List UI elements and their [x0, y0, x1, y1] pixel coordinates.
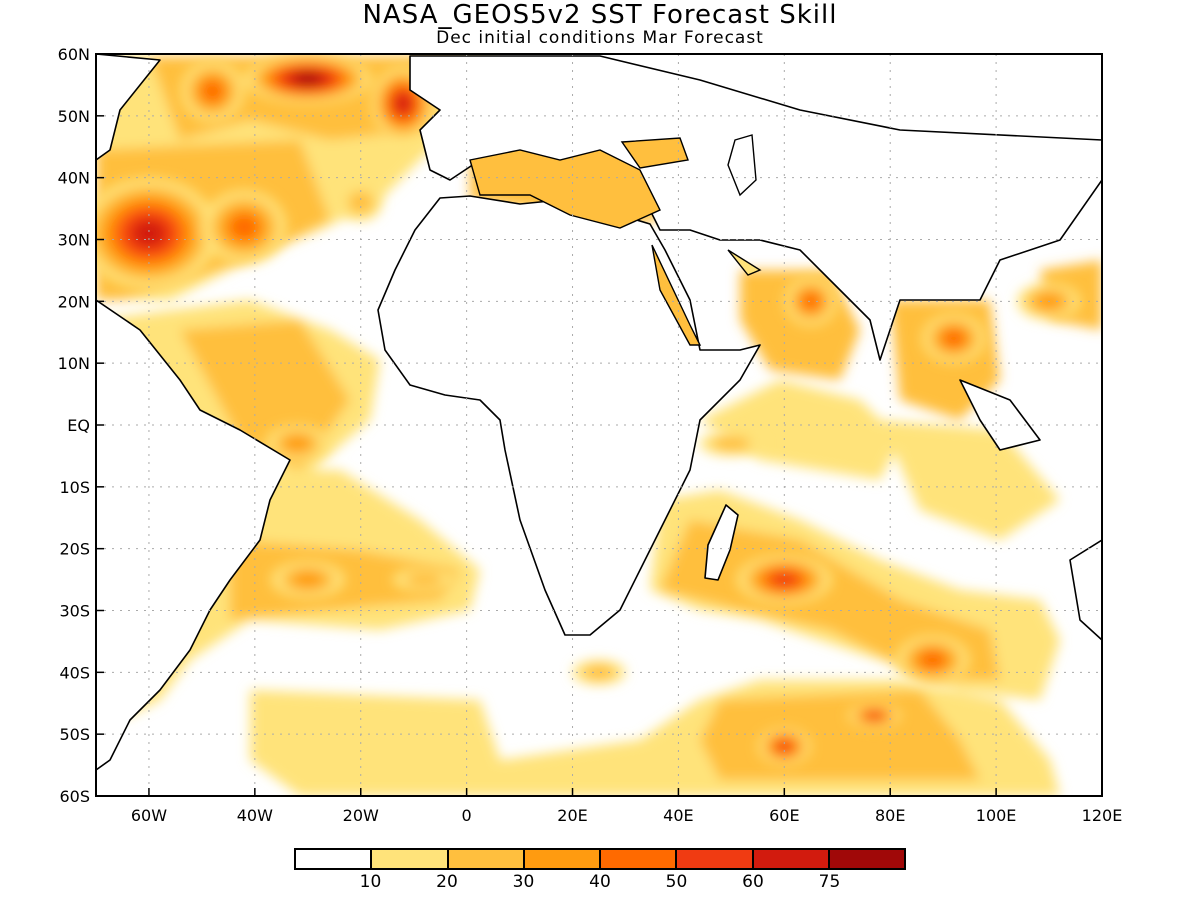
lat-tick-label: EQ: [67, 416, 90, 435]
skill-contour-5-3: [283, 435, 311, 452]
skill-contour-7-2: [405, 572, 444, 588]
europe-coastline: [409, 55, 1102, 361]
lon-tick-label: 80E: [875, 806, 905, 825]
skill-contour-14-4: [920, 651, 945, 669]
inland-seas: [469, 134, 762, 346]
skill-contour-0-6: [133, 220, 165, 247]
colorbar-swatch-2: [448, 850, 525, 868]
lon-tick-label: 40W: [237, 806, 273, 825]
colorbar-swatch-1: [372, 850, 449, 868]
madagascar-coastline: [704, 504, 739, 581]
lat-tick-label: 10S: [59, 478, 90, 497]
north-america-coastline: [96, 54, 161, 161]
south-america-coastline: [96, 299, 291, 771]
mediterranean-sea: [469, 149, 661, 229]
skill-contour-16-5: [867, 712, 882, 719]
map-title: NASA_GEOS5v2 SST Forecast Skill: [362, 0, 838, 30]
australia-coastline: [1069, 539, 1102, 641]
axis-labels: 60W 40W 20W 0 20E 40E 60E 80E 100E 120E 60N 50N 40N 3…: [58, 45, 1123, 825]
caspian-sea: [727, 134, 757, 197]
colorbar-label: 20: [436, 872, 458, 892]
lat-tick-label: 60S: [59, 787, 90, 806]
skill-field: [96, 54, 1102, 796]
skill-contour-19-2: [583, 664, 615, 680]
skill-contour-11-4: [801, 293, 820, 310]
lat-tick-label: 60N: [58, 45, 90, 64]
lon-tick-label: 0: [462, 806, 472, 825]
lon-tick-label: 20E: [557, 806, 587, 825]
lon-tick-label: 20W: [343, 806, 379, 825]
lon-tick-label: 120E: [1082, 806, 1123, 825]
africa-coastline: [377, 195, 761, 636]
lon-tick-label: 60W: [131, 806, 167, 825]
skill-contour-15-5: [777, 741, 792, 752]
skill-contour-13-5: [771, 572, 798, 587]
skill-contour-1-4: [230, 214, 259, 240]
lon-tick-label: 40E: [663, 806, 693, 825]
colorbar-label: 10: [359, 872, 382, 892]
lat-tick-label: 30S: [59, 602, 90, 621]
lat-tick-label: 50N: [58, 107, 90, 126]
skill-contour-3-7: [295, 73, 321, 84]
skill-contour-17-2: [712, 436, 751, 451]
black-sea: [620, 137, 689, 169]
colorbar-swatch-6: [753, 850, 830, 868]
skill-contour-2-4: [201, 80, 224, 102]
southeast-asia-coastline: [959, 379, 1041, 451]
colorbar-label: 75: [818, 872, 841, 892]
lat-tick-label: 20N: [58, 292, 90, 311]
skill-contour-12-4: [943, 330, 965, 347]
lat-tick-label: 40S: [59, 663, 90, 682]
skill-contour-4-6: [395, 94, 411, 113]
skill-contour-18-2: [348, 191, 374, 214]
lon-tick-label: 100E: [976, 806, 1017, 825]
lat-tick-label: 40N: [58, 169, 90, 188]
colorbar-swatch-3: [524, 850, 601, 868]
colorbar-label: 60: [742, 872, 764, 892]
colorbar-label: 30: [512, 872, 535, 892]
lat-tick-label: 10N: [58, 354, 90, 373]
lat-tick-label: 20S: [59, 540, 90, 559]
map-subtitle: Dec initial conditions Mar Forecast: [436, 28, 764, 48]
colorbar-swatch-0: [296, 850, 373, 868]
skill-contour-6-3: [291, 571, 324, 588]
skill-blobs: [96, 54, 1081, 766]
colorbar-swatch-4: [601, 850, 678, 868]
red-sea: [651, 244, 702, 346]
lat-tick-label: 30N: [58, 231, 90, 250]
colorbar: [294, 848, 906, 870]
axis-ticks: [96, 53, 1103, 797]
colorbar-swatch-5: [677, 850, 754, 868]
colorbar-label: 40: [589, 872, 611, 892]
lat-tick-label: 50S: [59, 725, 90, 744]
lon-tick-label: 60E: [769, 806, 799, 825]
colorbar-label: 50: [665, 872, 688, 892]
coastlines: [96, 54, 1102, 771]
colorbar-swatch-7: [829, 850, 904, 868]
arabian-gulf: [727, 249, 762, 276]
